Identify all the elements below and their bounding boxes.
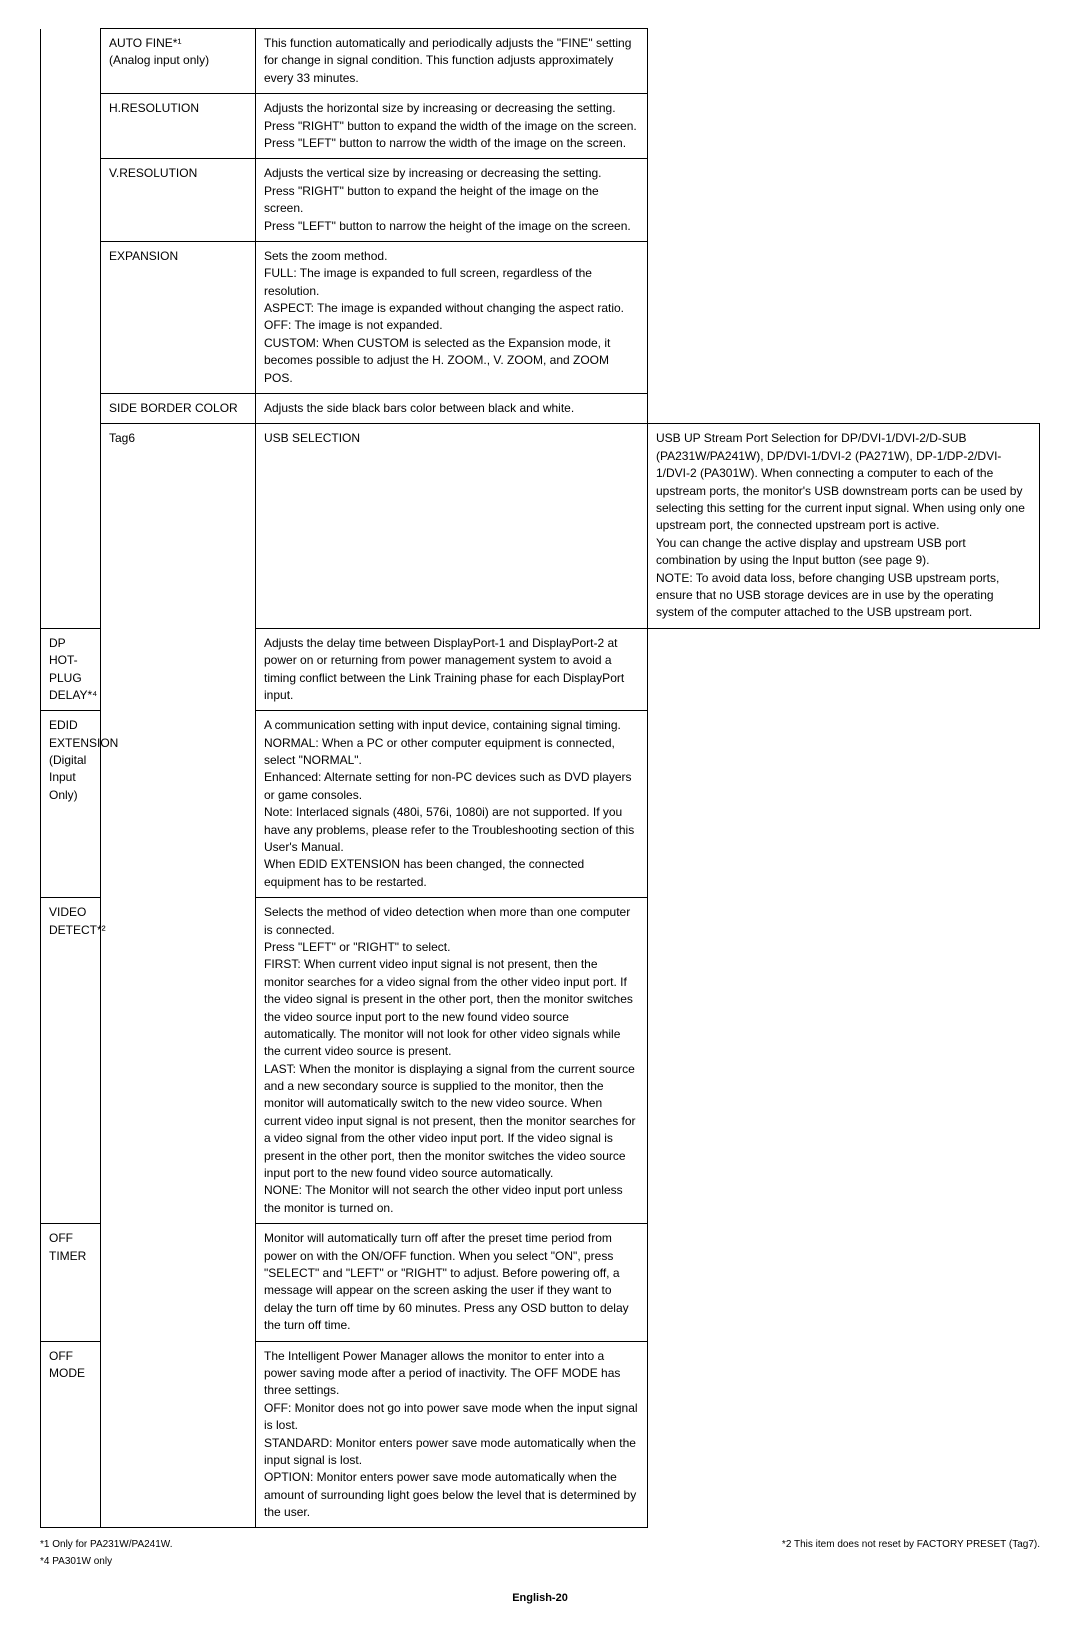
setting-label: VIDEO DETECT*² [41, 898, 101, 1224]
page-number: English-20 [40, 1591, 1040, 1607]
setting-label: USB SELECTION [256, 424, 648, 628]
table-row: V.RESOLUTIONAdjusts the vertical size by… [41, 159, 1040, 242]
table-row: SIDE BORDER COLORAdjusts the side black … [41, 394, 1040, 424]
footnotes: *1 Only for PA231W/PA241W. *2 This item … [40, 1538, 1040, 1569]
setting-label: AUTO FINE*¹ (Analog input only) [101, 29, 256, 94]
tag-cell: Tag6 [101, 424, 256, 1528]
setting-description: Adjusts the horizontal size by increasin… [256, 94, 648, 159]
setting-description: Sets the zoom method. FULL: The image is… [256, 241, 648, 393]
setting-description: A communication setting with input devic… [256, 711, 648, 898]
setting-label: OFF TIMER [41, 1224, 101, 1341]
settings-table: AUTO FINE*¹ (Analog input only)This func… [40, 28, 1040, 1528]
setting-label: H.RESOLUTION [101, 94, 256, 159]
table-row: H.RESOLUTIONAdjusts the horizontal size … [41, 94, 1040, 159]
tag-cell [41, 29, 101, 629]
table-row: Tag6USB SELECTIONUSB UP Stream Port Sele… [41, 424, 1040, 628]
footnote-2-left: *4 PA301W only [40, 1555, 112, 1570]
setting-description: Adjusts the vertical size by increasing … [256, 159, 648, 242]
setting-label: V.RESOLUTION [101, 159, 256, 242]
setting-label: OFF MODE [41, 1341, 101, 1528]
table-row: EXPANSIONSets the zoom method. FULL: The… [41, 241, 1040, 393]
setting-description: Adjusts the side black bars color betwee… [256, 394, 648, 424]
setting-description: This function automatically and periodic… [256, 29, 648, 94]
setting-label: EDID EXTENSION (Digital Input Only) [41, 711, 101, 898]
setting-description: Monitor will automatically turn off afte… [256, 1224, 648, 1341]
setting-description: Selects the method of video detection wh… [256, 898, 648, 1224]
footnote-1-right: *2 This item does not reset by FACTORY P… [782, 1538, 1040, 1553]
setting-description: Adjusts the delay time between DisplayPo… [256, 628, 648, 711]
table-row: AUTO FINE*¹ (Analog input only)This func… [41, 29, 1040, 94]
setting-description: The Intelligent Power Manager allows the… [256, 1341, 648, 1528]
setting-label: DP HOT-PLUG DELAY*⁴ [41, 628, 101, 711]
setting-description: USB UP Stream Port Selection for DP/DVI-… [648, 424, 1040, 628]
setting-label: SIDE BORDER COLOR [101, 394, 256, 424]
footnote-1-left: *1 Only for PA231W/PA241W. [40, 1538, 172, 1553]
setting-label: EXPANSION [101, 241, 256, 393]
